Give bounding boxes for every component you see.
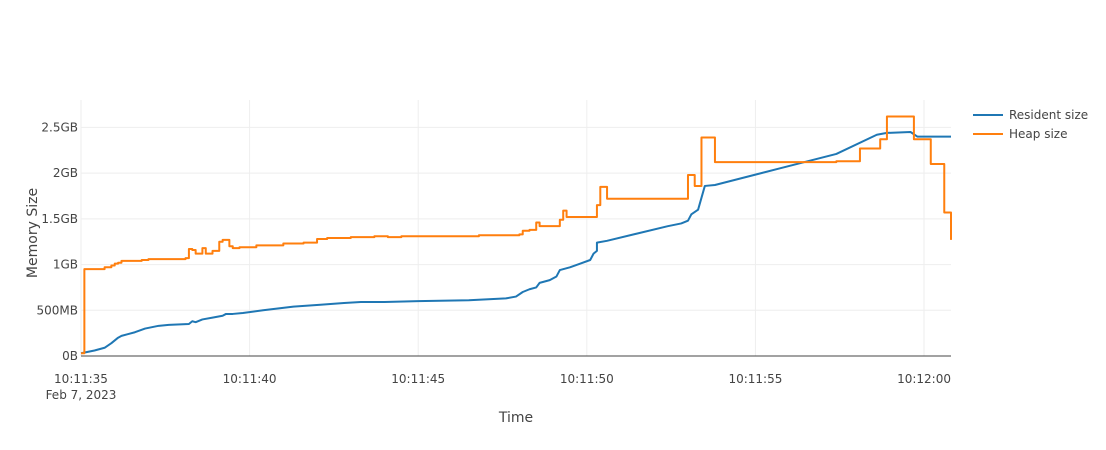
gridlines bbox=[80, 100, 951, 356]
legend-label: Resident size bbox=[1009, 108, 1088, 122]
legend-item-heap-size[interactable]: Heap size bbox=[973, 127, 1067, 141]
x-tick-label: 10:11:55 bbox=[728, 372, 782, 386]
x-tick-date-label: Feb 7, 2023 bbox=[46, 388, 117, 402]
series-lines bbox=[80, 115, 952, 355]
y-tick-label: 1GB bbox=[53, 258, 78, 272]
y-tick-label: 2.5GB bbox=[41, 120, 78, 134]
x-tick-label: 10:11:40 bbox=[223, 372, 277, 386]
x-tick-label: 10:11:50 bbox=[560, 372, 614, 386]
y-axis-title: Memory Size bbox=[25, 188, 41, 278]
y-tick-label: 2GB bbox=[53, 166, 78, 180]
series-line-heap-size bbox=[81, 115, 952, 355]
y-tick-label: 500MB bbox=[37, 303, 79, 317]
x-tick-label: 10:12:00 bbox=[897, 372, 951, 386]
legend-label: Heap size bbox=[1009, 127, 1067, 141]
series-line-resident-size bbox=[80, 131, 951, 355]
x-tick-label: 10:11:35 bbox=[54, 372, 108, 386]
x-tick-label: 10:11:45 bbox=[391, 372, 445, 386]
axes: 0B 500MB 1GB 1.5GB 2GB 2.5GB 10:11:35 Feb 7, 20… bbox=[37, 120, 951, 402]
legend[interactable]: Resident size Heap size bbox=[973, 108, 1088, 141]
x-axis-title: Time bbox=[498, 410, 533, 426]
y-tick-label: 1.5GB bbox=[41, 212, 78, 226]
y-tick-label: 0B bbox=[62, 349, 78, 363]
legend-item-resident-size[interactable]: Resident size bbox=[973, 108, 1088, 122]
